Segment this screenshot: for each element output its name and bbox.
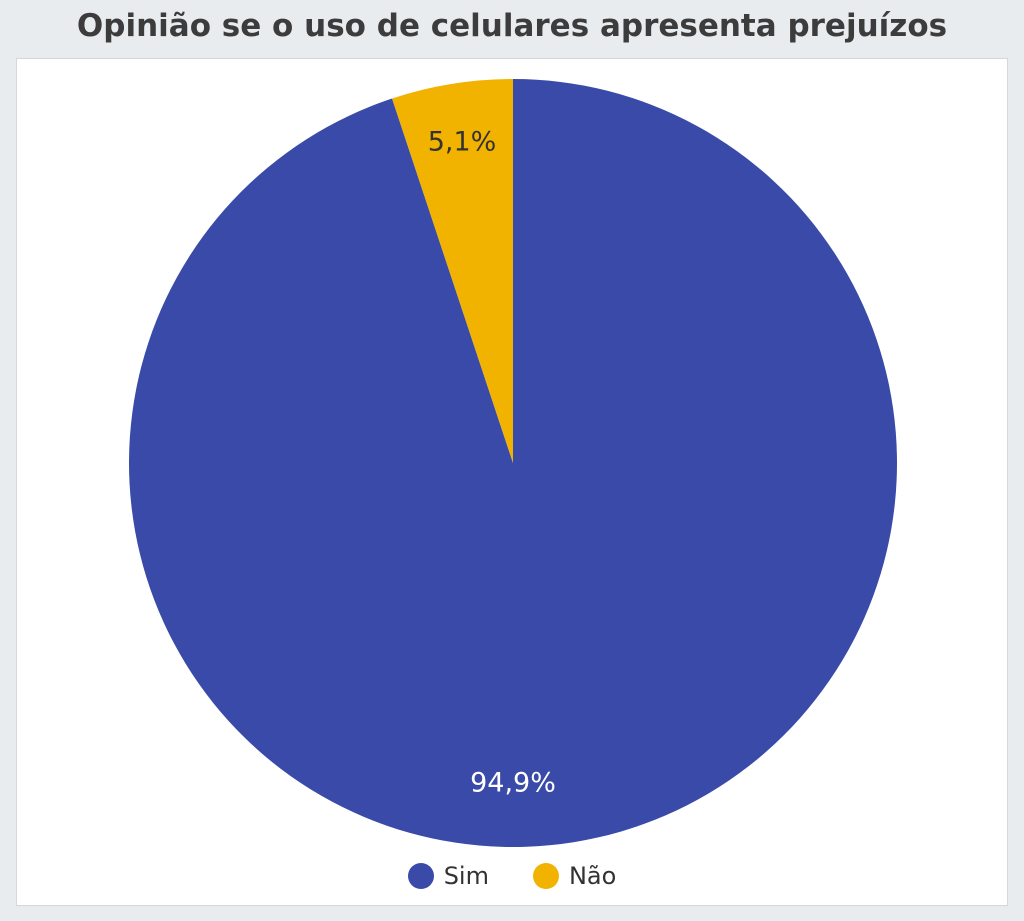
- legend-label-nao: Não: [568, 862, 617, 890]
- chart-legend: Sim Não: [0, 858, 1024, 894]
- pie-slice-nao[interactable]: [392, 79, 513, 463]
- chart-title: Opinião se o uso de celulares apresenta …: [76, 8, 948, 44]
- legend-item-sim[interactable]: Sim: [407, 862, 489, 890]
- legend-swatch-sim: [407, 863, 434, 889]
- legend-item-nao[interactable]: Não: [532, 862, 617, 890]
- legend-label-sim: Sim: [443, 862, 489, 890]
- pie-slices: [129, 79, 898, 847]
- slice-label-sim: 94,9%: [470, 768, 556, 799]
- slice-label-nao: 5,1%: [428, 127, 497, 158]
- legend-swatch-nao: [532, 863, 559, 889]
- pie-labels: 94,9% 5,1%: [428, 127, 556, 799]
